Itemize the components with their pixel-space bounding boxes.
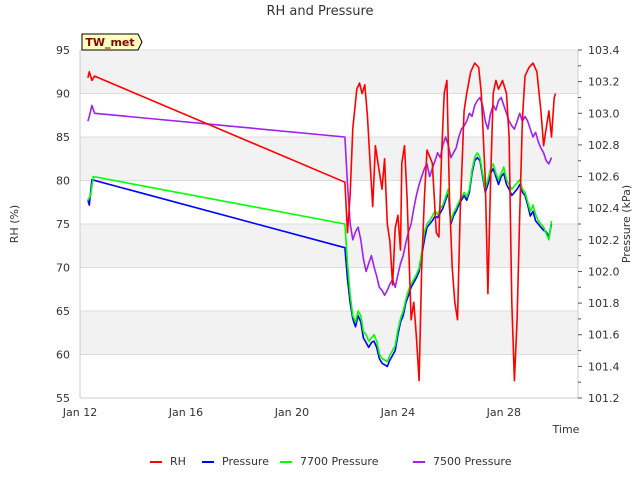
right-tick-label: 101.4 <box>588 360 620 373</box>
right-tick-label: 103.2 <box>588 76 620 89</box>
left-tick-label: 70 <box>56 262 70 275</box>
legend-label: 7500 Pressure <box>433 455 512 468</box>
left-tick-labels: 55 60 65 70 75 80 85 90 95 <box>56 44 70 405</box>
left-tick-label: 80 <box>56 175 70 188</box>
grid-band <box>80 50 578 94</box>
series-line-rh <box>87 62 557 382</box>
x-tick-label: Jan 20 <box>274 406 309 419</box>
legend-label: RH <box>170 455 186 468</box>
x-tick-label: Jan 12 <box>62 406 97 419</box>
right-tick-label: 103.0 <box>588 107 620 120</box>
left-axis-label: RH (%) <box>8 205 21 243</box>
station-badge-frame <box>81 33 143 51</box>
right-axis-label: Pressure (kPa) <box>620 185 633 263</box>
right-tick-label: 101.6 <box>588 329 620 342</box>
series-line-7500-pressure <box>87 96 553 297</box>
right-tick-label: 102.6 <box>588 171 620 184</box>
right-tick-label: 101.2 <box>588 392 620 405</box>
series-line-pressure <box>87 156 553 368</box>
right-tick-label: 102.8 <box>588 139 620 152</box>
right-tick-labels: 101.2 101.4 101.6 101.8 102.0 102.2 102.4 102.6… <box>578 44 620 405</box>
legend: RH Pressure 7700 Pressure 7500 Pressure <box>150 455 512 468</box>
x-tick-labels: Jan 12 Jan 16 Jan 20 Jan 24 Jan 28 <box>62 406 521 419</box>
x-tick-label: Jan 16 <box>168 406 203 419</box>
left-tick-label: 60 <box>56 349 70 362</box>
x-tick-label: Jan 28 <box>486 406 521 419</box>
left-tick-label: 55 <box>56 392 70 405</box>
station-badge-label: TW_met <box>85 36 134 49</box>
series-lines <box>87 62 557 382</box>
left-tick-label: 75 <box>56 218 70 231</box>
left-tick-label: 90 <box>56 88 70 101</box>
right-tick-label: 102.4 <box>588 202 620 215</box>
legend-label: 7700 Pressure <box>300 455 379 468</box>
x-axis-label: Time <box>552 423 580 436</box>
grid-lines <box>80 49 578 399</box>
left-tick-label: 95 <box>56 44 70 57</box>
right-tick-label: 101.8 <box>588 297 620 310</box>
legend-label: Pressure <box>222 455 269 468</box>
right-tick-label: 102.0 <box>588 265 620 278</box>
x-tick-label: Jan 24 <box>380 406 415 419</box>
grid-band <box>80 224 578 268</box>
station-badge: TW_met <box>81 33 143 51</box>
grid-bands <box>80 50 578 355</box>
right-tick-label: 102.2 <box>588 234 620 247</box>
series-line-7700-pressure <box>87 152 553 363</box>
grid-band <box>80 311 578 355</box>
right-tick-label: 103.4 <box>588 44 620 57</box>
chart-title: RH and Pressure <box>266 4 373 19</box>
left-tick-label: 65 <box>56 305 70 318</box>
left-tick-label: 85 <box>56 131 70 144</box>
